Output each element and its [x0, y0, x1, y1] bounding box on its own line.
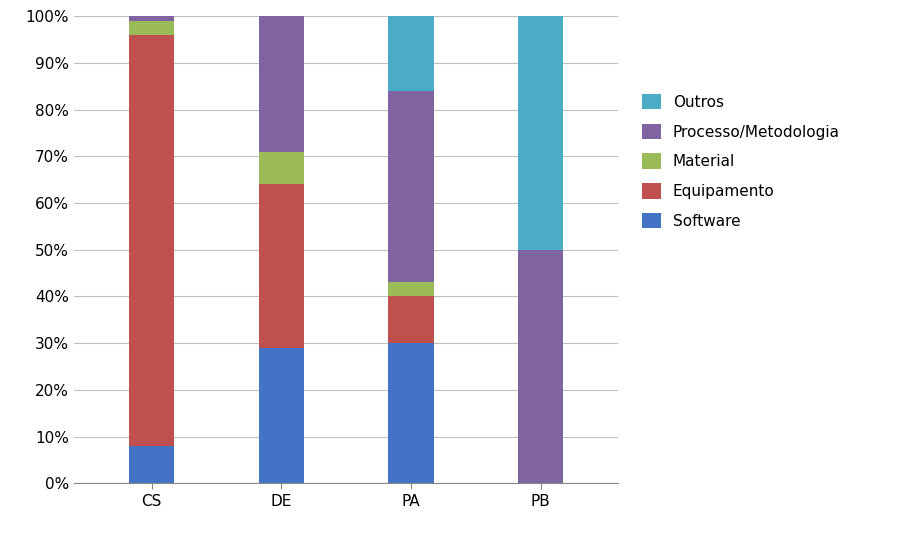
- Bar: [129, 16, 174, 21]
- Bar: [258, 184, 304, 348]
- Bar: [389, 343, 434, 483]
- Bar: [518, 250, 563, 483]
- Bar: [389, 296, 434, 343]
- Bar: [129, 21, 174, 35]
- Bar: [258, 16, 304, 151]
- Bar: [258, 151, 304, 184]
- Bar: [258, 348, 304, 483]
- Bar: [518, 16, 563, 250]
- Bar: [129, 446, 174, 483]
- Bar: [389, 282, 434, 296]
- Legend: Outros, Processo/Metodologia, Material, Equipamento, Software: Outros, Processo/Metodologia, Material, …: [642, 94, 840, 229]
- Bar: [129, 35, 174, 446]
- Bar: [389, 16, 434, 91]
- Bar: [389, 91, 434, 282]
